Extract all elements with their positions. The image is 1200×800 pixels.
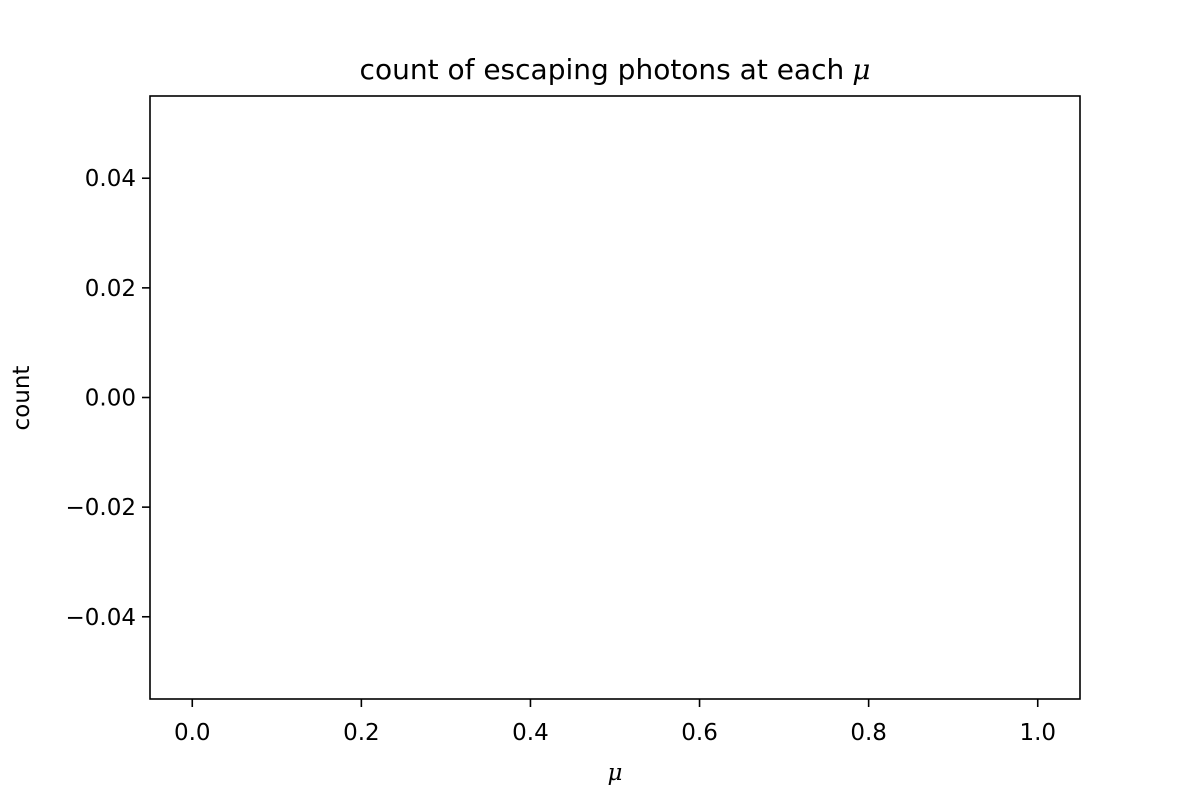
x-axis-ticks: 0.0 0.2 0.4 0.6 0.8 1.0: [174, 699, 1056, 746]
y-tick-label: −0.04: [66, 605, 136, 631]
chart-title: count of escaping photons at each μ: [360, 53, 871, 86]
x-tick-label: 0.8: [850, 720, 887, 746]
y-axis-ticks: 0.04 0.02 0.00 −0.02 −0.04: [66, 166, 150, 631]
x-tick-label: 0.2: [343, 720, 380, 746]
y-tick-label: 0.02: [85, 276, 136, 302]
x-tick-label: 1.0: [1019, 720, 1056, 746]
x-tick-label: 0.6: [681, 720, 718, 746]
y-tick-label: −0.02: [66, 495, 136, 521]
y-axis-label: count: [9, 366, 35, 431]
y-tick-label: 0.00: [85, 386, 136, 412]
y-tick-label: 0.04: [85, 166, 136, 192]
chart-title-text: count of escaping photons at each: [360, 53, 845, 86]
x-axis-label: μ: [608, 760, 623, 786]
x-tick-label: 0.0: [174, 720, 211, 746]
chart-title-symbol: μ: [852, 53, 870, 86]
x-tick-label: 0.4: [512, 720, 549, 746]
